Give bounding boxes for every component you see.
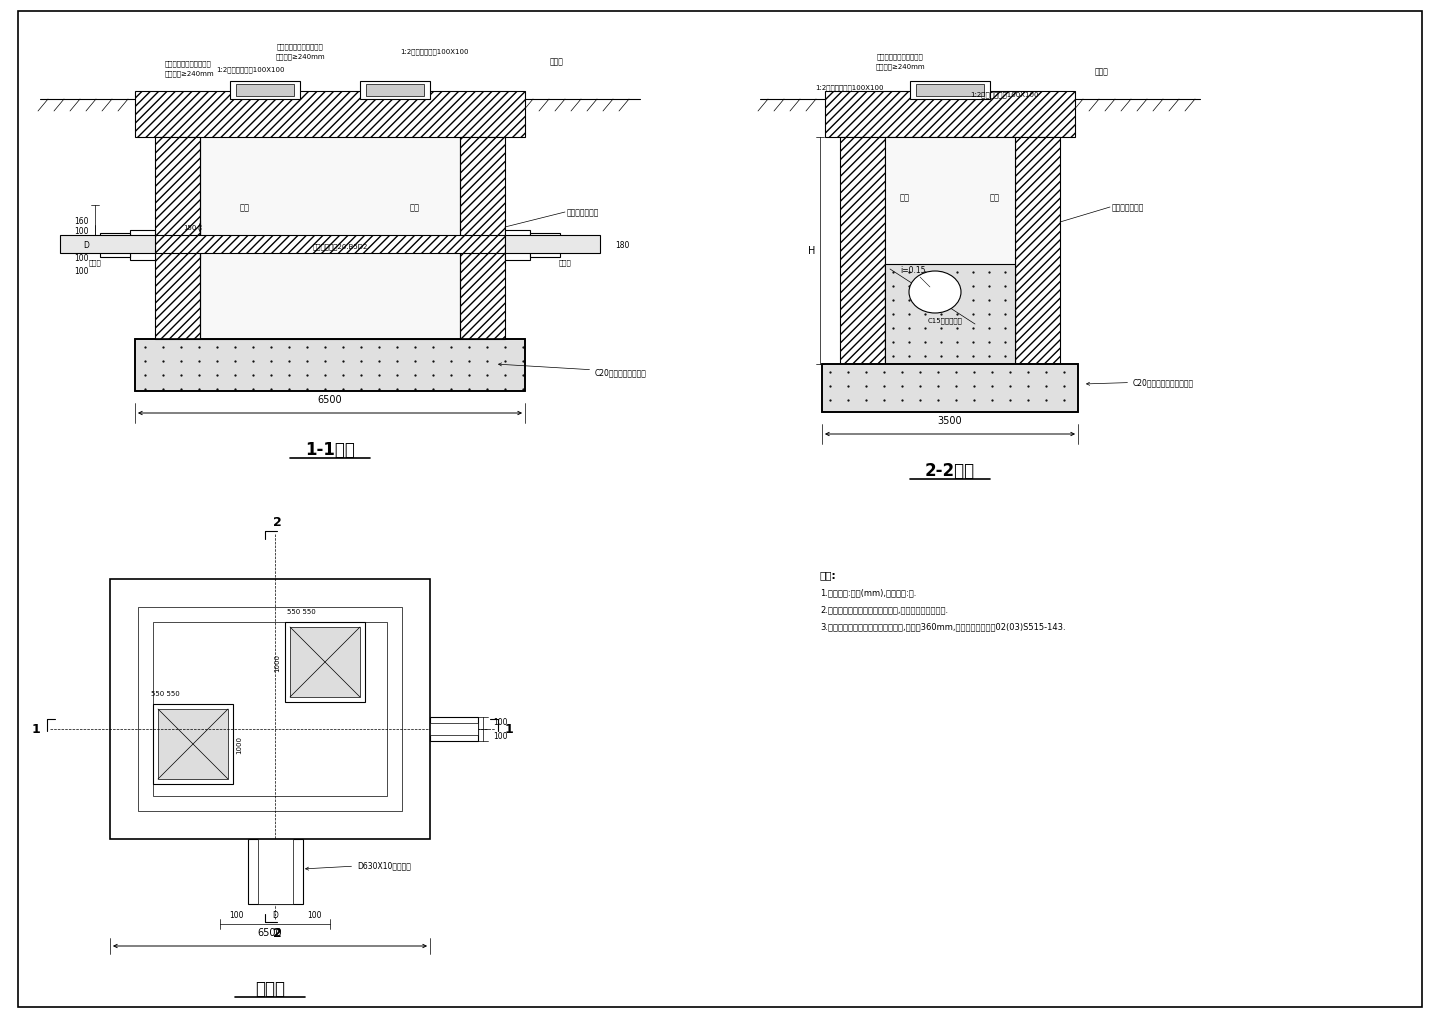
Text: 1000: 1000 (274, 653, 279, 672)
Bar (459, 138, 505, 339)
Text: 1: 1 (504, 722, 514, 736)
Bar (886, 138, 1015, 365)
Text: 管钱底: 管钱底 (89, 260, 101, 266)
Text: i=0.15: i=0.15 (900, 266, 926, 275)
Text: D630X10压力钢管: D630X10压力钢管 (305, 860, 410, 870)
Bar (135, 339, 526, 391)
Text: 100: 100 (75, 226, 89, 235)
Text: 2: 2 (272, 516, 281, 529)
Text: 踏步: 踏步 (410, 204, 420, 212)
Bar (886, 265, 1015, 365)
Text: 100: 100 (492, 732, 507, 741)
Bar (135, 339, 526, 391)
Bar (158, 709, 228, 780)
Text: 550 550: 550 550 (287, 608, 315, 614)
Bar (289, 628, 360, 697)
Text: 150: 150 (184, 225, 197, 230)
Bar (431, 717, 478, 741)
Bar (910, 82, 991, 100)
Text: 路标砖: 路标砖 (550, 57, 564, 66)
Text: 550 550: 550 550 (151, 690, 180, 696)
Bar (258, 840, 292, 904)
Bar (156, 235, 505, 254)
Text: 1.尺寸单位:毫米(mm),标高单位:米.: 1.尺寸单位:毫米(mm),标高单位:米. (819, 587, 916, 596)
Text: 内壁防渗漏涂料: 内壁防渗漏涂料 (1112, 204, 1145, 212)
Bar (135, 92, 526, 138)
Text: 1:2水泥砂浆抹面100X100: 1:2水泥砂浆抹面100X100 (400, 49, 468, 55)
Bar (1015, 138, 1060, 365)
Text: 1:2水泥砂浆抹面100X100: 1:2水泥砂浆抹面100X100 (216, 66, 284, 73)
Text: 160: 160 (75, 216, 89, 225)
Bar (916, 85, 984, 97)
Bar (360, 82, 431, 100)
Text: 平面图: 平面图 (255, 979, 285, 997)
Text: 踏步: 踏步 (991, 194, 999, 203)
Text: 管壁厚度≥240mm: 管壁厚度≥240mm (876, 63, 924, 70)
Bar (109, 580, 431, 840)
Bar (505, 230, 530, 261)
Bar (153, 704, 233, 785)
Text: 3500: 3500 (937, 416, 962, 426)
Text: 1: 1 (32, 722, 40, 736)
Bar (248, 840, 302, 904)
Text: 1-1剖面: 1-1剖面 (305, 440, 354, 459)
Text: 法兰口镶嵌在混凝土上部: 法兰口镶嵌在混凝土上部 (276, 44, 324, 50)
Bar (431, 723, 478, 736)
Ellipse shape (909, 272, 960, 314)
Bar (236, 85, 294, 97)
Text: 100: 100 (307, 910, 321, 919)
Bar (60, 235, 156, 254)
Bar (156, 138, 200, 339)
Text: 1:2水泥砂浆抹面100X100: 1:2水泥砂浆抹面100X100 (815, 85, 884, 92)
Text: 100: 100 (75, 255, 89, 263)
Text: 100: 100 (75, 267, 89, 276)
Text: 法兰口镶嵌在混凝土上部: 法兰口镶嵌在混凝土上部 (877, 54, 923, 60)
Text: D: D (84, 240, 89, 250)
Text: C20混凝土垫层桩间土: C20混凝土垫层桩间土 (498, 364, 647, 377)
Text: 说明:: 说明: (819, 570, 837, 580)
Text: 管壁厚度≥240mm: 管壁厚度≥240mm (275, 54, 325, 60)
Bar (200, 138, 459, 339)
Text: 180: 180 (615, 240, 629, 250)
Bar (153, 623, 387, 796)
Text: C20水下混凝土垫层桩间土: C20水下混凝土垫层桩间土 (1087, 378, 1194, 386)
Text: 2.基坑开挖前应做围护与降水措施,具体见专项施工方案.: 2.基坑开挖前应做围护与降水措施,具体见专项施工方案. (819, 604, 948, 613)
Text: 6500: 6500 (258, 927, 282, 937)
Bar (825, 92, 1076, 138)
Text: 路标砖: 路标砖 (1094, 67, 1109, 76)
Text: 管壁厚度≥240mm: 管壁厚度≥240mm (166, 70, 215, 77)
Text: 2-2剖面: 2-2剖面 (924, 462, 975, 480)
Text: C15混凝土垫层: C15混凝土垫层 (927, 317, 962, 324)
Text: 踏步: 踏步 (900, 194, 910, 203)
Text: 2: 2 (272, 926, 281, 940)
Text: 管钱底: 管钱底 (559, 260, 572, 266)
Bar (822, 365, 1079, 413)
Text: 法兰口镶嵌在混凝土上部: 法兰口镶嵌在混凝土上部 (166, 61, 212, 67)
Bar (285, 623, 364, 702)
Text: 内壁防渗漏涂料: 内壁防渗漏涂料 (567, 208, 599, 217)
Bar (530, 233, 560, 258)
Bar (822, 365, 1079, 413)
Bar (138, 607, 402, 811)
Text: 100: 100 (492, 717, 507, 727)
Text: 踏步: 踏步 (240, 204, 251, 212)
Text: 3.流槽坡度及安装详细尺寸如图所示,坡度为360mm,具体详见国标图集02(03)S515-143.: 3.流槽坡度及安装详细尺寸如图所示,坡度为360mm,具体详见国标图集02(03… (819, 622, 1066, 631)
Bar (366, 85, 423, 97)
Text: H: H (808, 247, 815, 256)
Text: 100: 100 (229, 910, 243, 919)
Text: D: D (272, 910, 278, 919)
Text: 6500: 6500 (318, 394, 343, 405)
Bar (505, 235, 600, 254)
Text: 1000: 1000 (236, 736, 242, 753)
Bar (840, 138, 886, 365)
Bar (130, 230, 156, 261)
Bar (99, 233, 130, 258)
Text: 混凝土接缝宽20.B5D2: 混凝土接缝宽20.B5D2 (312, 244, 367, 250)
Text: 1:2水泥砂浆抹面100X100: 1:2水泥砂浆抹面100X100 (971, 92, 1038, 98)
Bar (230, 82, 300, 100)
